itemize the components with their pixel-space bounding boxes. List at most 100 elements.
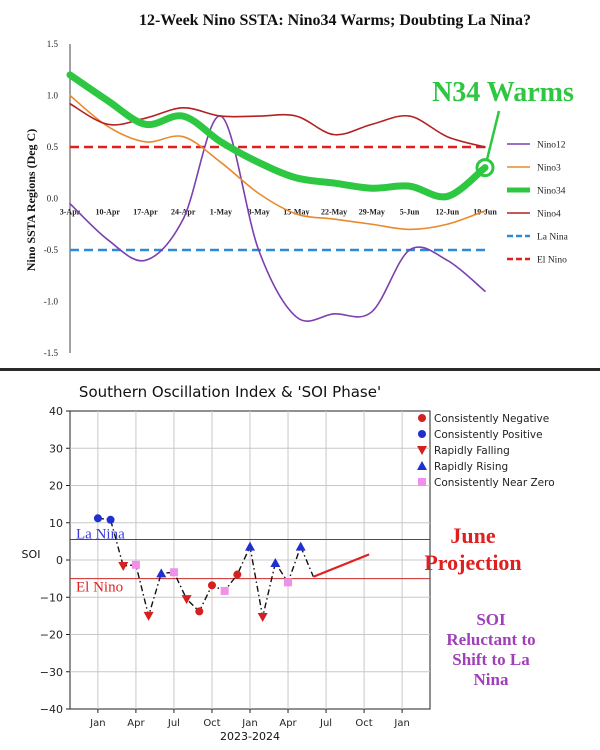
top-chart-title: 12-Week Nino SSTA: Nino34 Warms; Doubtin… — [139, 12, 531, 29]
chart-divider — [0, 368, 600, 371]
legend-marker-consistently-negative — [418, 414, 426, 422]
top-x-tick-label: 5-Jun — [400, 208, 420, 217]
legend-marker-rapidly-falling — [417, 446, 427, 455]
top-x-tick-label: 8-May — [248, 208, 270, 217]
nino34-highlight-circle — [475, 158, 495, 178]
soi-point-consistently-near-zero — [131, 560, 140, 569]
legend-label-rapidly-falling: Rapidly Falling — [434, 445, 510, 457]
soi-point-rapidly-falling — [118, 561, 129, 571]
bottom-x-tick-labels: Jan Apr Jul Oct Jan Apr Jul Oct Jan — [89, 709, 410, 729]
soi-point-consistently-negative — [207, 581, 216, 590]
nino34-callout-line — [485, 110, 501, 160]
top-x-tick-labels: 3-Apr 10-Apr 17-Apr 24-Apr 1-May 8-May 15-May 2… — [60, 208, 498, 217]
bottom-x-tick-label: Apr — [279, 718, 297, 729]
legend-marker-consistently-near-zero — [418, 478, 426, 486]
top-y-tick-label: 0.0 — [47, 194, 59, 204]
top-x-tick-label: 1-May — [210, 208, 232, 217]
top-y-tick-label: 1.0 — [47, 91, 59, 101]
soi-point-rapidly-rising — [245, 541, 255, 551]
bottom-y-tick-label: 10 — [49, 517, 63, 530]
top-x-tick-label: 22-May — [321, 208, 347, 217]
legend-marker-consistently-positive — [418, 430, 426, 438]
top-y-tick-label: 0.5 — [47, 142, 59, 152]
legend-label-nino12: Nino12 — [537, 141, 566, 151]
top-x-tick-label: 3-Apr — [60, 208, 81, 217]
soi-point-consistently-positive — [93, 514, 102, 523]
bottom-x-tick-label: Apr — [127, 718, 145, 729]
top-y-tick-label: 1.5 — [47, 39, 59, 49]
bottom-y-tick-label: 30 — [49, 442, 63, 455]
series-line-nino4 — [69, 102, 486, 148]
soi-series — [93, 514, 315, 622]
bottom-y-tick-label: 0 — [56, 554, 63, 567]
bottom-y-tick-label: −40 — [40, 703, 63, 716]
bottom-legend: Consistently Negative Consistently Positi… — [417, 413, 555, 489]
top-x-tick-label: 12-Jun — [435, 208, 459, 217]
top-x-tick-label: 24-Apr — [171, 208, 196, 217]
legend-label-nino3: Nino3 — [537, 164, 561, 174]
legend-label-rapidly-rising: Rapidly Rising — [434, 461, 508, 473]
bottom-x-tick-label: Jul — [167, 718, 180, 729]
bottom-y-axis-label: SOI — [22, 548, 41, 561]
legend-label-consistently-negative: Consistently Negative — [434, 413, 549, 425]
top-series-lines — [66, 71, 489, 322]
soi-point-consistently-near-zero — [220, 586, 229, 595]
projection-line — [312, 553, 370, 578]
soi-point-consistently-near-zero — [169, 568, 178, 577]
bottom-grid — [70, 411, 430, 709]
top-x-tick-label: 19-Jun — [473, 208, 497, 217]
soi-point-rapidly-rising — [156, 568, 167, 578]
bottom-x-tick-label: Jul — [319, 718, 332, 729]
threshold-label-el-nino: El Nino — [76, 580, 123, 596]
projection-label: Projection — [424, 550, 521, 575]
nino-ssta-chart: 12-Week Nino SSTA: Nino34 Warms; Doubtin… — [24, 12, 574, 358]
soi-chart: Southern Oscillation Index & 'SOI Phase'… — [22, 383, 555, 743]
soi-point-rapidly-rising — [270, 557, 281, 567]
soi-annotation-line: Nina — [474, 670, 509, 689]
bottom-x-tick-label: Oct — [355, 718, 372, 729]
bottom-y-tick-label: 20 — [49, 480, 63, 493]
bottom-y-tick-label: −20 — [40, 629, 63, 642]
series-line-nino34 — [66, 71, 489, 201]
bottom-x-tick-label: Oct — [203, 718, 220, 729]
soi-annotation-line: Reluctant to — [446, 630, 535, 649]
projection-label: June — [450, 523, 495, 548]
soi-point-consistently-negative — [195, 607, 204, 616]
soi-point-consistently-positive — [106, 515, 115, 524]
bottom-y-tick-label: −10 — [40, 591, 63, 604]
bottom-y-tick-label: 40 — [49, 405, 63, 418]
soi-annotation-line: SOI — [476, 610, 506, 629]
bottom-x-tick-label: Jan — [241, 718, 257, 729]
top-y-tick-labels: 1.5 1.0 0.5 0.0 -0.5 -1.0 -1.5 — [44, 39, 59, 358]
nino34-annotation: N34 Warms — [432, 77, 574, 108]
bottom-y-tick-labels: 40 30 20 10 0 −10 −20 −30 −40 — [40, 405, 70, 716]
series-line-nino3 — [69, 94, 486, 231]
top-y-tick-label: -0.5 — [44, 245, 59, 255]
legend-label-consistently-near-zero: Consistently Near Zero — [434, 477, 555, 489]
legend-label-nino34: Nino34 — [537, 187, 566, 197]
top-x-tick-label: 10-Apr — [96, 208, 121, 217]
soi-line — [97, 517, 315, 619]
top-x-tick-label: 29-May — [359, 208, 385, 217]
top-y-tick-label: -1.5 — [44, 348, 59, 358]
top-y-axis-label: Nino SSTA Regions (Deg C) — [24, 129, 38, 271]
bottom-chart-title: Southern Oscillation Index & 'SOI Phase' — [79, 383, 381, 401]
top-x-tick-label: 15-May — [283, 208, 309, 217]
soi-point-rapidly-falling — [181, 595, 192, 605]
soi-annotation-line: Shift to La — [452, 650, 530, 669]
legend-label-consistently-positive: Consistently Positive — [434, 429, 543, 441]
bottom-x-axis-label: 2023-2024 — [220, 730, 280, 743]
soi-point-consistently-near-zero — [284, 578, 293, 587]
legend-label-la-nina: La Nina — [537, 233, 569, 243]
soi-point-consistently-negative — [233, 570, 242, 579]
threshold-label-la-nina: La Nina — [76, 527, 125, 543]
bottom-x-tick-label: Jan — [393, 718, 409, 729]
legend-marker-rapidly-rising — [417, 461, 427, 470]
soi-point-rapidly-falling — [143, 611, 154, 621]
bottom-x-tick-label: Jan — [89, 718, 105, 729]
soi-point-rapidly-rising — [295, 541, 306, 551]
legend-label-el-nino: El Nino — [537, 256, 567, 266]
